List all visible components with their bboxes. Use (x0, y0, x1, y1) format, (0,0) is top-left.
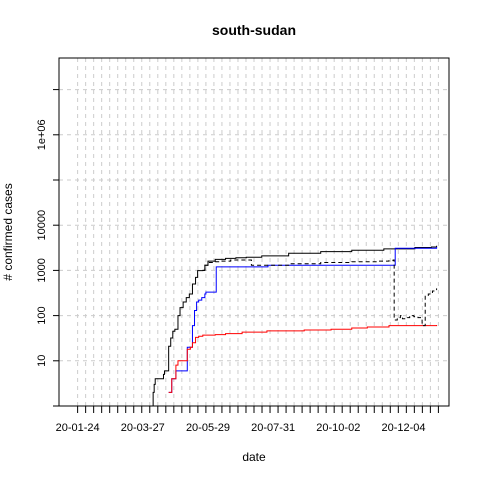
y-tick-label: 100 (36, 306, 48, 324)
x-tick-label: 20-05-29 (186, 422, 230, 434)
x-tick-label: 20-12-04 (381, 422, 425, 434)
x-tick-label: 20-10-02 (316, 422, 360, 434)
y-tick-label: 10000 (36, 210, 48, 241)
series-line-1 (152, 245, 438, 407)
y-tick-label: 1000 (36, 258, 48, 282)
x-tick-label: 20-01-24 (56, 422, 100, 434)
series-line-3 (168, 324, 438, 393)
y-tick-label: 10 (36, 355, 48, 367)
y-tick-label: 1e+06 (36, 119, 48, 150)
axes: 20-01-24 20-03-27 20-05-29 20-07-31 20-10-02… (36, 89, 439, 434)
grid-lines (59, 58, 449, 407)
chart-title: south-sudan (212, 22, 296, 38)
series-lines (152, 245, 438, 407)
y-axis-label: # confirmed cases (1, 183, 15, 280)
x-tick-label: 20-03-27 (121, 422, 165, 434)
series-line-4 (202, 259, 438, 327)
x-axis-label: date (242, 450, 266, 464)
x-tick-label: 20-07-31 (251, 422, 295, 434)
